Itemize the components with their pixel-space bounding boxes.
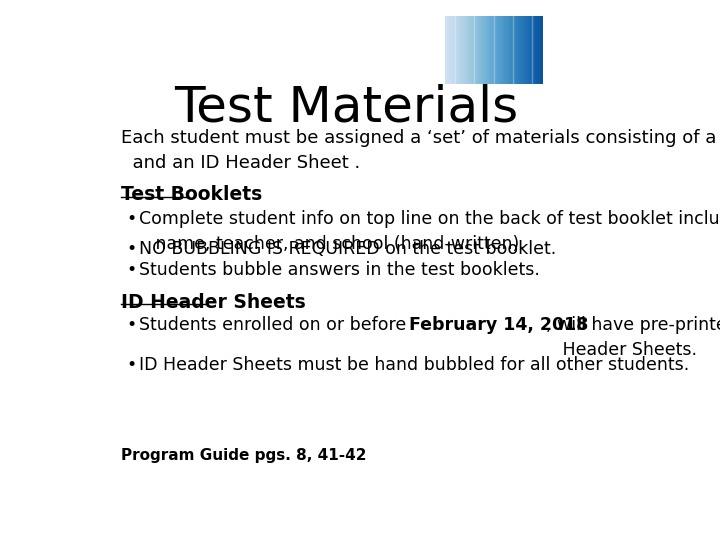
Text: ID Header Sheets must be hand bubbled for all other students.: ID Header Sheets must be hand bubbled fo… (139, 356, 689, 374)
Text: Program Guide pgs. 8, 41-42: Program Guide pgs. 8, 41-42 (121, 448, 366, 463)
Text: •: • (126, 240, 137, 258)
Text: , will have pre-printed ID
   Header Sheets.: , will have pre-printed ID Header Sheets… (546, 316, 720, 359)
Text: February 14, 2018: February 14, 2018 (409, 316, 588, 334)
Text: •: • (126, 316, 137, 334)
Text: Students enrolled on or before: Students enrolled on or before (139, 316, 412, 334)
Text: ID Header Sheets: ID Header Sheets (121, 293, 305, 312)
Text: Test Booklets: Test Booklets (121, 185, 262, 204)
Text: Complete student info on top line on the back of test booklet including student
: Complete student info on top line on the… (139, 210, 720, 253)
Text: •: • (126, 261, 137, 279)
Text: •: • (126, 210, 137, 228)
Text: Each student must be assigned a ‘set’ of materials consisting of a test booklet
: Each student must be assigned a ‘set’ of… (121, 129, 720, 172)
Text: NO BUBBLING IS REQUIRED on the test booklet.: NO BUBBLING IS REQUIRED on the test book… (139, 240, 557, 258)
Text: •: • (126, 356, 137, 374)
Text: Students bubble answers in the test booklets.: Students bubble answers in the test book… (139, 261, 540, 279)
Text: Test Materials: Test Materials (174, 84, 519, 132)
